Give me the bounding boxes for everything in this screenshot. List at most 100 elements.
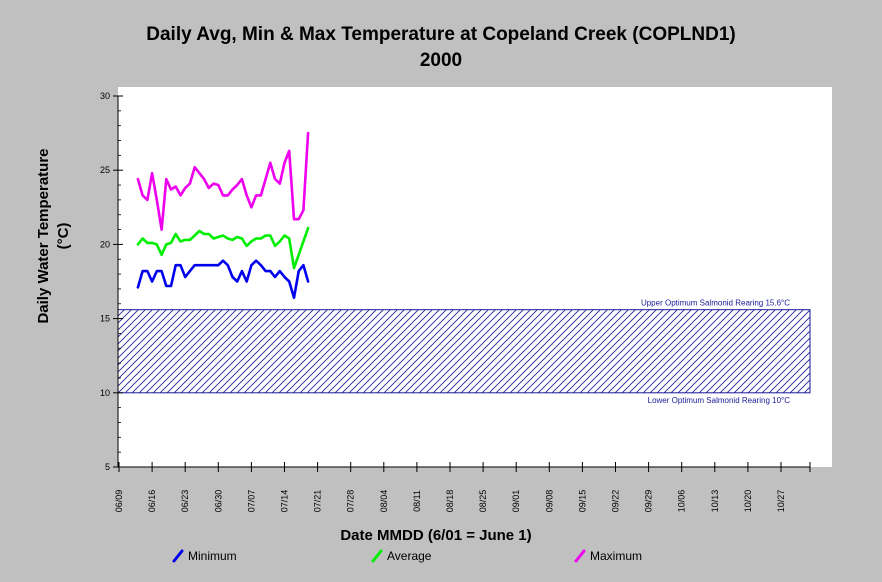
x-tick-label: 08/11: [412, 490, 422, 512]
data-point-maximum: [274, 178, 276, 180]
y-tick-label: 10: [100, 388, 110, 398]
data-point-average: [255, 237, 257, 240]
y-axis-label: Daily Water Temperature: [35, 148, 52, 323]
x-tick-label: 09/29: [644, 490, 654, 513]
data-point-average: [156, 243, 158, 246]
data-point-maximum: [212, 182, 215, 185]
data-point-maximum: [302, 209, 305, 212]
data-point-average: [307, 227, 309, 229]
data-point-average: [293, 267, 295, 269]
data-point-minimum: [226, 264, 229, 266]
data-point-average: [184, 239, 186, 241]
data-point-minimum: [231, 276, 234, 278]
data-point-maximum: [151, 172, 153, 174]
data-point-minimum: [307, 280, 309, 283]
data-point-minimum: [151, 280, 153, 283]
data-point-average: [241, 237, 243, 240]
data-point-minimum: [236, 280, 239, 283]
x-tick-label: 06/23: [180, 490, 190, 513]
data-point-maximum: [269, 161, 272, 164]
data-point-maximum: [231, 188, 234, 191]
data-point-maximum: [222, 194, 224, 197]
y-tick-label: 25: [100, 165, 110, 175]
data-point-minimum: [222, 259, 224, 262]
data-point-maximum: [236, 184, 239, 186]
data-point-average: [137, 243, 139, 246]
data-point-maximum: [217, 184, 220, 186]
x-tick-label: 09/15: [577, 490, 587, 513]
data-point-maximum: [179, 194, 182, 197]
legend-swatch-minimum: [172, 549, 184, 563]
x-tick-label: 07/07: [246, 490, 256, 513]
data-point-minimum: [179, 264, 182, 266]
data-point-average: [217, 236, 220, 238]
x-tick-label: 10/06: [677, 490, 687, 513]
series-lines: [136, 131, 310, 300]
data-point-maximum: [283, 161, 286, 164]
data-point-maximum: [226, 194, 229, 197]
data-point-average: [170, 242, 172, 244]
x-tick-label: 09/08: [544, 490, 554, 513]
data-point-minimum: [212, 264, 215, 266]
data-point-maximum: [198, 172, 201, 174]
data-point-maximum: [170, 188, 172, 191]
legend-swatch-average: [371, 549, 383, 563]
data-point-maximum: [156, 199, 158, 201]
data-point-minimum: [170, 285, 172, 287]
x-tick-label: 06/16: [147, 490, 157, 513]
data-point-maximum: [203, 178, 205, 180]
data-point-minimum: [283, 276, 286, 278]
reference-band-area: [117, 309, 811, 394]
data-point-maximum: [193, 166, 196, 169]
data-point-average: [236, 236, 239, 238]
data-point-minimum: [174, 264, 177, 266]
legend-label-minimum: Minimum: [188, 549, 237, 563]
y-tick-label: 20: [100, 239, 110, 249]
data-point-minimum: [269, 270, 272, 272]
data-point-minimum: [156, 270, 158, 272]
data-point-minimum: [288, 280, 291, 283]
legend-label-maximum: Maximum: [590, 549, 642, 563]
data-point-average: [283, 234, 286, 237]
x-tick-label: 07/14: [280, 490, 290, 513]
data-point-minimum: [217, 264, 220, 266]
data-point-average: [245, 245, 248, 247]
data-point-average: [203, 233, 205, 235]
data-point-average: [260, 237, 262, 240]
data-point-minimum: [250, 264, 253, 266]
data-point-maximum: [297, 218, 300, 220]
data-point-minimum: [274, 276, 276, 278]
y-tick-label: 5: [105, 462, 110, 472]
x-tick-label: 08/04: [379, 490, 389, 513]
data-point-average: [141, 237, 144, 240]
data-point-average: [212, 237, 215, 240]
data-point-average: [278, 240, 281, 243]
data-point-minimum: [189, 270, 191, 272]
data-point-maximum: [165, 178, 168, 180]
x-tick-label: 08/18: [445, 490, 455, 513]
chart-title: Daily Avg, Min & Max Temperature at Cope…: [146, 24, 735, 45]
data-point-average: [165, 243, 168, 246]
data-point-average: [288, 237, 291, 240]
data-point-minimum: [255, 259, 257, 262]
x-tick-label: 08/25: [478, 490, 488, 513]
y-tick-label: 30: [100, 91, 110, 101]
legend-label-average: Average: [387, 549, 432, 563]
data-point-average: [174, 233, 177, 235]
data-point-average: [193, 234, 196, 237]
legend-swatch-maximum: [574, 549, 586, 563]
data-point-minimum: [297, 270, 300, 272]
data-point-minimum: [198, 264, 201, 266]
data-point-average: [222, 234, 224, 237]
data-point-average: [189, 239, 191, 241]
data-point-maximum: [146, 199, 149, 201]
x-tick-label: 10/27: [776, 490, 786, 513]
data-point-maximum: [264, 178, 267, 180]
chart-subtitle: 2000: [420, 50, 462, 71]
data-point-minimum: [160, 270, 163, 272]
data-point-maximum: [160, 228, 163, 231]
data-point-minimum: [293, 297, 295, 299]
data-point-average: [198, 230, 201, 232]
x-tick-label: 07/21: [313, 490, 323, 513]
